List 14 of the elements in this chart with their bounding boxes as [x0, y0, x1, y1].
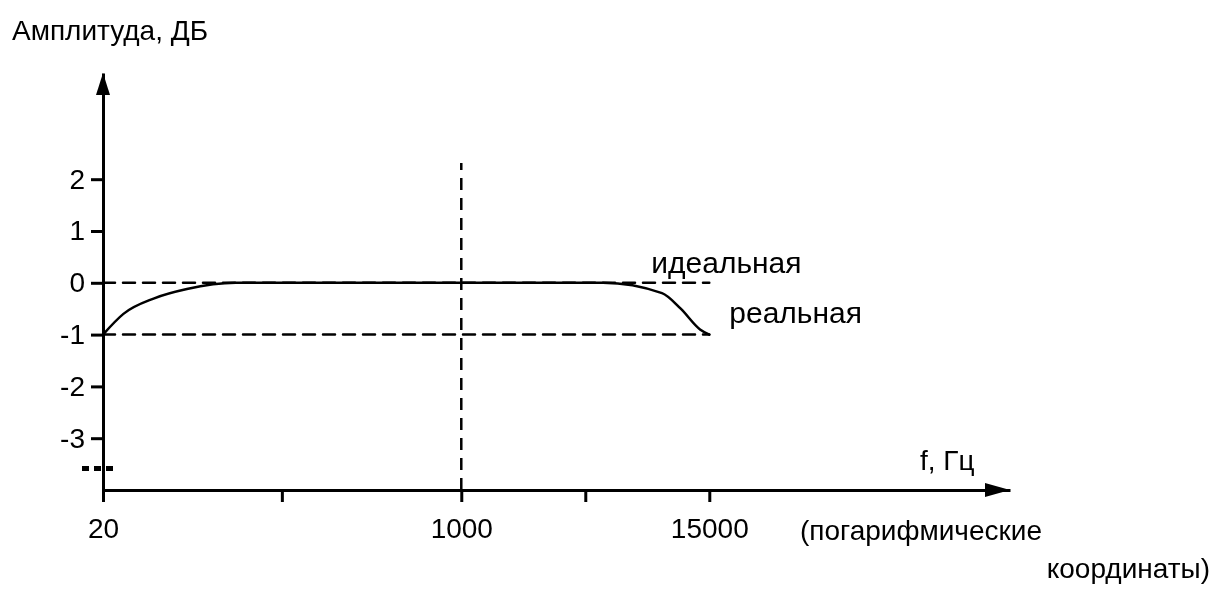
- y-tick-label: 1: [69, 215, 85, 247]
- y-tick-label: 0: [69, 267, 85, 299]
- x-tick-label: 1000: [430, 513, 493, 545]
- series-label: реальная: [729, 295, 862, 329]
- x-tick-label: 20: [87, 513, 120, 545]
- series-label: идеальная: [651, 245, 802, 279]
- y-tick-label: -3: [60, 422, 85, 454]
- y-tick-label: -1: [60, 319, 85, 351]
- y-tick-label: -2: [60, 370, 85, 402]
- y-tick-label: 2: [69, 163, 85, 195]
- x-axis-title: f, Гц: [920, 445, 975, 476]
- x-tick-label: 15000: [670, 513, 749, 545]
- text: (погарифмические координаты): [800, 515, 1210, 584]
- y-axis-title: Амплитуда, ДБ: [12, 15, 209, 46]
